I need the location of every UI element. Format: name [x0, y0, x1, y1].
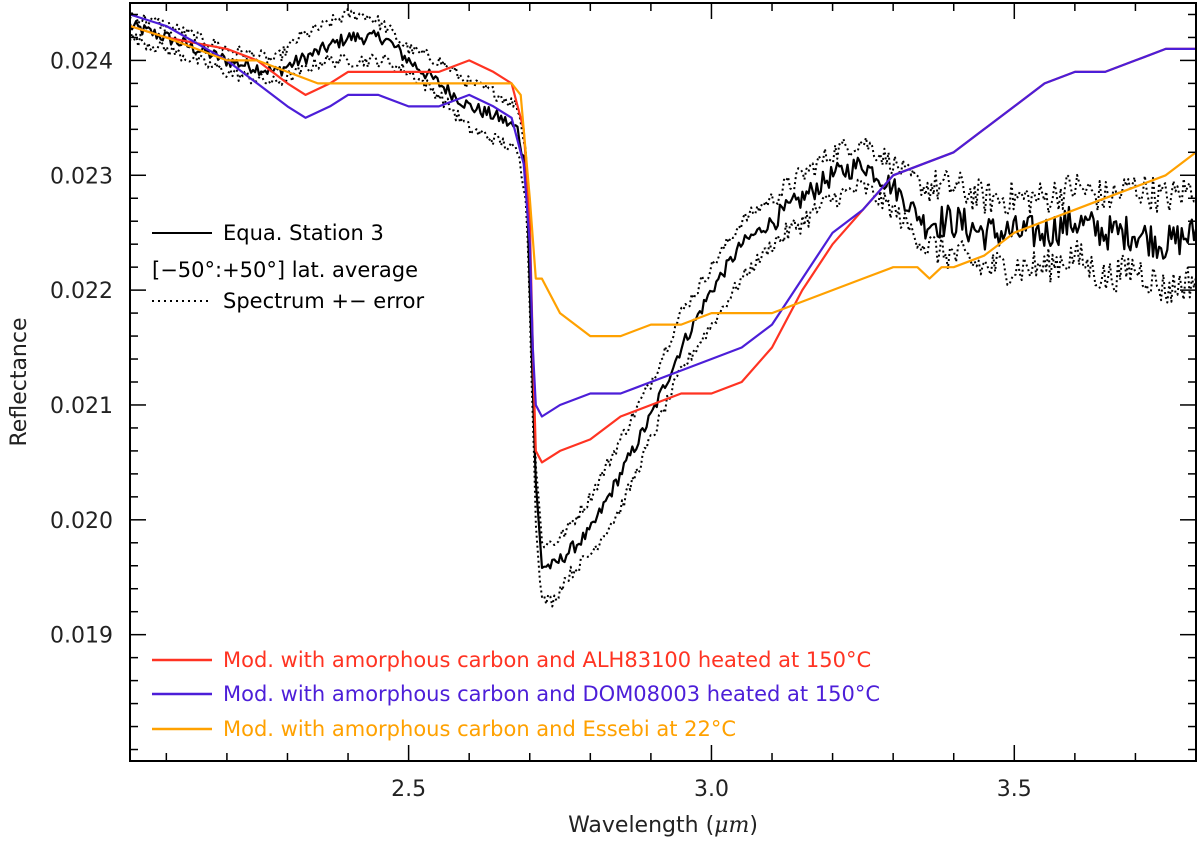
legend-label-lat-average: [−50°:+50°] lat. average — [152, 258, 418, 282]
x-axis-title-unit: μm — [714, 813, 749, 838]
y-tick-label: 0.023 — [50, 164, 113, 189]
x-axis-title-text: Wavelength ( — [568, 813, 714, 838]
legend-label-dom08003: Mod. with amorphous carbon and DOM08003 … — [223, 682, 880, 706]
series-line-4 — [129, 13, 1196, 418]
legend-bottom: Mod. with amorphous carbon and ALH83100 … — [152, 648, 880, 741]
x-tick-label: 3.0 — [694, 777, 729, 802]
legend-label-essebi: Mod. with amorphous carbon and Essebi at… — [223, 717, 736, 741]
x-axis-title-close: ) — [749, 813, 758, 838]
series-line-0 — [128, 20, 1198, 570]
y-tick-label: 0.021 — [50, 394, 113, 419]
x-axis-title: Wavelength (μm) — [568, 813, 758, 838]
x-tick-label: 3.5 — [997, 777, 1032, 802]
y-axis-title: Reflectance — [7, 317, 32, 446]
x-tick-label: 2.5 — [391, 777, 426, 802]
y-tick-label: 0.024 — [50, 49, 113, 74]
legend-label-station: Equa. Station 3 — [223, 221, 384, 245]
y-tick-label: 0.020 — [50, 509, 113, 534]
ticks-layer: 2.5 3.0 3.5 0.019 0.020 0.021 0.022 0.023 0.024 — [50, 3, 1197, 802]
legend-label-error: Spectrum +− error — [223, 289, 425, 313]
legend-top: Equa. Station 3 [−50°:+50°] lat. average… — [152, 221, 425, 313]
series-line-5 — [129, 24, 1197, 338]
y-tick-label: 0.022 — [50, 279, 113, 304]
series-layer — [128, 8, 1198, 608]
y-tick-label: 0.019 — [50, 624, 113, 649]
legend-label-alh83100: Mod. with amorphous carbon and ALH83100 … — [223, 648, 871, 672]
series-line-2 — [129, 32, 1197, 608]
